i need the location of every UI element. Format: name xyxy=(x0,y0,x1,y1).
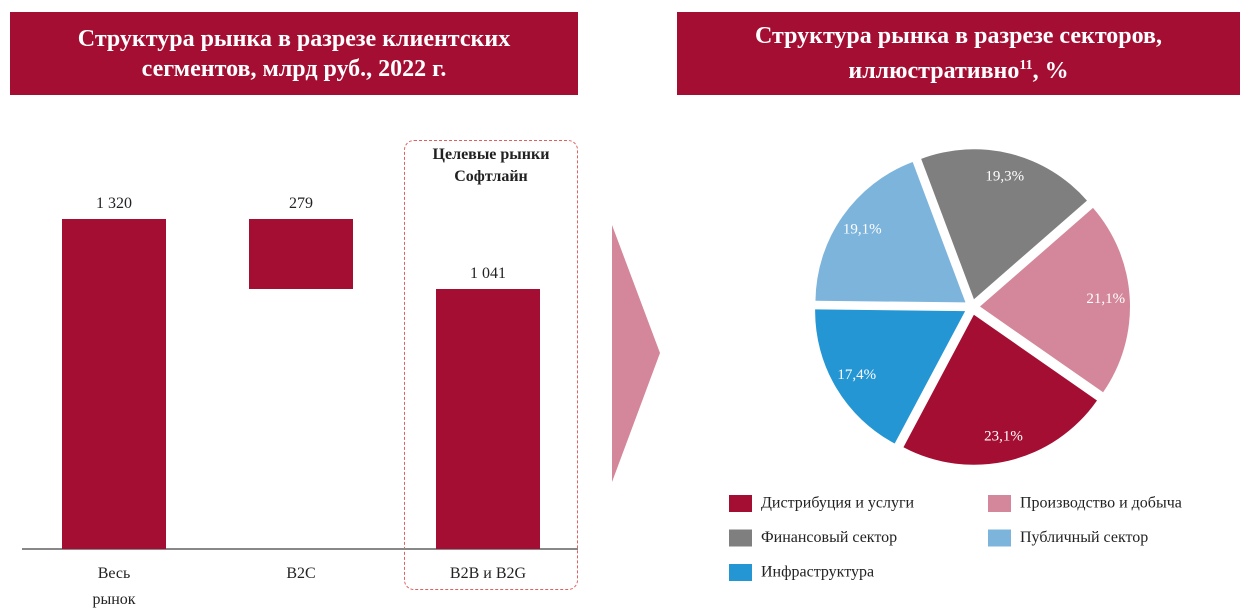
chart-title: Структура рынка в разрезе секторов, иллю… xyxy=(699,21,1219,86)
pie-slice xyxy=(815,162,966,303)
title-text: Структура рынка в разрезе секторов, иллю… xyxy=(754,23,1162,84)
legend-label: Производство и добыча xyxy=(1020,495,1182,512)
value-label: 21,1% xyxy=(1086,291,1125,307)
x-tick-label: B2C xyxy=(286,565,316,582)
legend-label: Инфраструктура xyxy=(761,564,874,581)
x-tick-label: B2B и B2G xyxy=(449,565,527,582)
pie-slice xyxy=(921,149,1087,300)
legend-swatch xyxy=(729,564,752,581)
left-title-box: Структура рынка в разрезе клиентских сег… xyxy=(10,12,578,95)
x-tick-label: Весь рынок xyxy=(92,565,136,608)
pie-slice xyxy=(815,309,966,444)
title-suffix: , % xyxy=(1032,58,1069,84)
bar xyxy=(62,219,166,549)
value-label: 1 041 xyxy=(470,264,506,282)
legend-swatch xyxy=(729,529,752,547)
value-label: 17,4% xyxy=(837,367,876,383)
bar xyxy=(436,288,540,549)
title-note: 11 xyxy=(1019,58,1033,73)
chart-title: Структура рынка в разрезе клиентских сег… xyxy=(77,25,511,82)
arrow-shape xyxy=(612,225,660,482)
right-title-box: Структура рынка в разрезе секторов, иллю… xyxy=(677,12,1240,95)
annotation: Целевые рынки Софтлайн xyxy=(432,146,550,185)
legend-swatch xyxy=(988,529,1011,547)
bar xyxy=(249,219,353,289)
pie-slice xyxy=(979,207,1130,393)
value-label: 19,1% xyxy=(843,222,882,238)
value-label: 23,1% xyxy=(984,429,1023,445)
target-box xyxy=(404,140,578,590)
legend-swatch xyxy=(729,495,752,512)
legend-label: Публичный сектор xyxy=(1020,529,1148,546)
arrow xyxy=(612,225,660,482)
value-label: 1 320 xyxy=(96,195,132,212)
legend-label: Дистрибуция и услуги xyxy=(761,495,915,512)
value-label: 19,3% xyxy=(985,168,1024,184)
legend-label: Финансовый сектор xyxy=(761,529,897,546)
legend-swatch xyxy=(988,495,1011,512)
value-label: 279 xyxy=(289,195,313,212)
pie-slice xyxy=(903,314,1097,465)
baseline xyxy=(22,548,578,550)
